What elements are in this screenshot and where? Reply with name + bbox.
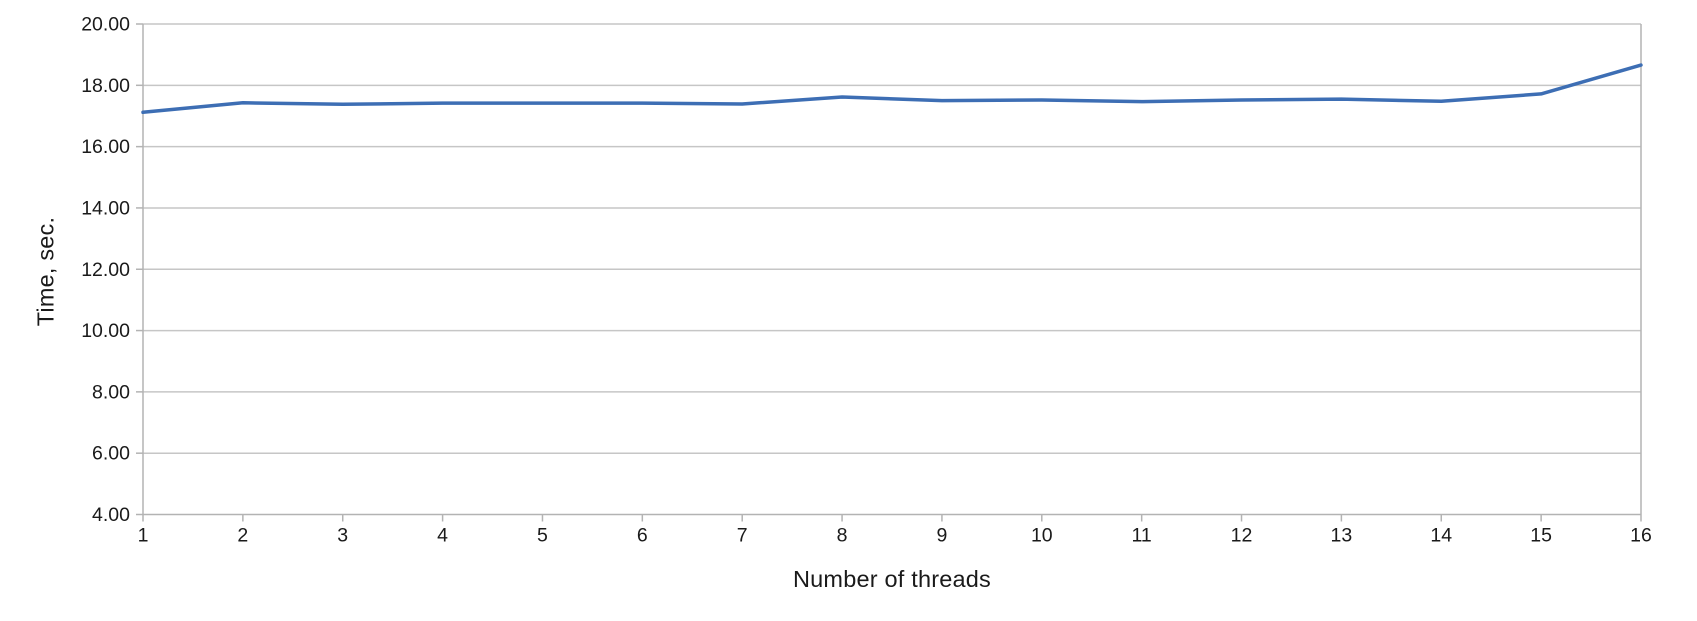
y-axis-title: Time, sec. [32, 216, 59, 327]
y-ticks: 4.00 6.00 8.00 10.00 12.00 14.00 16.00 18.00 20.… [81, 14, 143, 526]
x-tick-label: 10 [1031, 525, 1053, 547]
x-tick-label: 11 [1132, 525, 1152, 547]
x-tick-label: 6 [637, 525, 648, 547]
x-tick-label: 4 [437, 525, 448, 547]
y-tick-label: 6.00 [92, 443, 130, 465]
y-tick-label: 12.00 [81, 259, 130, 281]
x-tick-label: 12 [1231, 525, 1253, 547]
x-ticks: 1 2 3 4 5 6 7 8 9 10 11 12 13 14 15 16 [138, 514, 1652, 547]
x-tick-label: 16 [1630, 525, 1652, 547]
x-tick-label: 14 [1430, 525, 1452, 547]
x-tick-label: 3 [337, 525, 348, 547]
x-tick-label: 8 [837, 525, 848, 547]
x-axis-title: Number of threads [792, 566, 992, 592]
y-tick-label: 4.00 [92, 504, 130, 526]
y-tick-label: 10.00 [81, 320, 130, 342]
y-tick-label: 18.00 [81, 75, 130, 97]
x-tick-label: 1 [138, 525, 149, 547]
y-tick-label: 16.00 [81, 136, 130, 158]
x-tick-label: 9 [937, 525, 948, 547]
data-line [141, 63, 1643, 115]
x-tick-label: 5 [537, 525, 548, 547]
y-tick-label: 8.00 [92, 381, 130, 403]
x-tick-label: 2 [237, 525, 248, 547]
gridlines [143, 23, 1641, 454]
x-tick-label: 7 [737, 525, 748, 547]
y-tick-label: 14.00 [81, 197, 130, 219]
x-tick-label: 13 [1331, 525, 1353, 547]
x-tick-label: 15 [1530, 525, 1552, 547]
y-tick-label: 20.00 [81, 14, 130, 36]
